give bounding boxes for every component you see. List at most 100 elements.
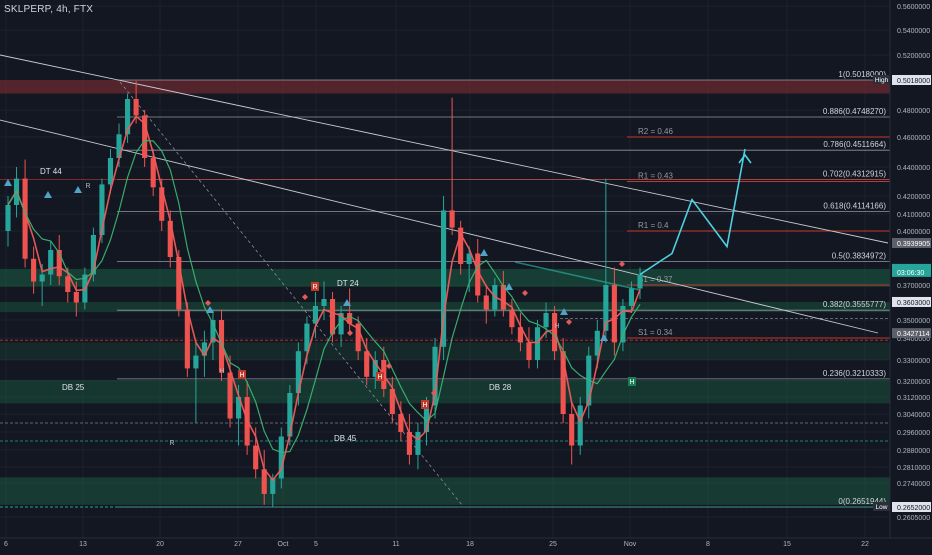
time-tick-label: 13	[79, 541, 87, 548]
price-tick-label: 0.4800000	[897, 108, 930, 115]
time-tick-label: Oct	[278, 541, 289, 548]
triangle-marker	[480, 249, 488, 256]
diamond-marker	[431, 390, 437, 396]
triangle-marker	[206, 306, 214, 313]
price-tag-bg	[892, 328, 931, 339]
candle-body	[534, 327, 541, 360]
signal-box	[628, 377, 636, 386]
candle-body	[312, 306, 319, 324]
fib-label: 0(0.2651944)	[838, 497, 886, 506]
candle-body	[458, 227, 464, 264]
candle-body	[253, 445, 259, 470]
price-tick-label: 0.4600000	[897, 135, 930, 142]
time-tick-label: 20	[156, 541, 164, 548]
candle-body	[48, 250, 54, 275]
time-axis[interactable]: 6 13 20 27 Oct 5 11 18 25 Nov 8 15 22	[0, 537, 932, 550]
price-tick-label: 0.4000000	[897, 229, 930, 236]
price-tick-label: 0.5400000	[897, 28, 930, 35]
candle-body	[355, 323, 361, 352]
candle-body	[466, 253, 472, 264]
pivot-label: R1 = 0.4	[638, 221, 669, 230]
time-tick-label: 6	[4, 541, 8, 548]
time-tick-label: 8	[706, 541, 710, 548]
projection-line	[639, 148, 746, 276]
price-tick-label: 0.4400000	[897, 165, 930, 172]
price-tick-label: 0.3300000	[897, 358, 930, 365]
time-tick-label: 18	[466, 541, 474, 548]
candle-body	[236, 397, 242, 419]
candle-body	[372, 360, 378, 377]
price-tag-label: 0.3603000	[897, 300, 930, 307]
price-tick-label: 0.4200000	[897, 194, 930, 201]
diamond-marker	[619, 261, 625, 267]
price-tag-bg	[892, 296, 931, 307]
candle-body	[543, 313, 549, 328]
annotation-label: DT 44	[40, 167, 62, 176]
fib-label: 0.236(0.3210333)	[823, 369, 887, 378]
annotation-label: DB 25	[62, 383, 85, 392]
candle-body	[176, 257, 182, 310]
candle-body	[142, 115, 148, 158]
diamond-marker	[386, 363, 392, 369]
price-tag-bg	[892, 238, 931, 248]
candle-body	[5, 205, 11, 231]
price-tick-label: 0.4100000	[897, 212, 930, 219]
price-tick-label: 0.2810000	[897, 465, 930, 472]
triangle-marker	[560, 308, 568, 315]
price-tick-label: 0.3120000	[897, 395, 930, 402]
candle-body	[517, 327, 523, 343]
price-tick-label: 0.3500000	[897, 318, 930, 325]
signal-box	[376, 372, 384, 381]
candle-body	[569, 414, 575, 446]
diamond-marker	[347, 330, 353, 336]
annotation-label: DB 28	[489, 383, 512, 392]
candle-body	[287, 393, 293, 437]
candle-body	[65, 276, 71, 292]
fib-label: 0.382(0.3555777)	[823, 300, 887, 309]
candle-body	[441, 210, 447, 347]
candle-body	[432, 346, 438, 406]
price-axis[interactable]: 0.5600000 0.5400000 0.5200000 0.4800000 0.46…	[873, 0, 932, 540]
candle-body	[483, 295, 489, 310]
signal-letter: H	[629, 379, 634, 386]
signal-box	[311, 282, 319, 291]
price-tick-label: 0.5600000	[897, 4, 930, 11]
candle-body	[415, 432, 421, 455]
candle-body	[99, 184, 105, 235]
candle-body	[56, 250, 62, 277]
signal-letter-plain: H	[554, 323, 559, 330]
triangle-marker	[505, 283, 513, 290]
candle-body	[107, 158, 114, 185]
candle-body	[364, 351, 370, 377]
pivot-label: R1 = 0.43	[638, 172, 673, 181]
price-tag-label: 0.3939905	[897, 241, 930, 248]
price-tick-label: 0.3200000	[897, 379, 930, 386]
candle-body	[201, 342, 207, 356]
price-tag-label: 0.2652000	[897, 505, 930, 512]
candle-body	[73, 292, 79, 303]
ma-fast	[7, 115, 641, 482]
annotation-label: DT 24	[337, 279, 359, 288]
price-tag-name: Low	[876, 504, 888, 511]
fib-label: 0.702(0.4312915)	[823, 170, 887, 179]
candle-body	[31, 258, 37, 282]
candle-body	[398, 414, 404, 432]
fib-label: 0.886(0.4748270)	[823, 107, 887, 116]
time-axis-bg	[0, 538, 932, 550]
triangle-marker	[4, 179, 12, 186]
price-tick-label: 0.2605000	[897, 515, 930, 522]
price-tick-label: 0.3400000	[897, 336, 930, 343]
signal-letter-plain: H	[219, 368, 224, 375]
candle-body	[406, 432, 412, 455]
candle-body	[321, 299, 327, 306]
annotation-label: DB 45	[334, 434, 357, 443]
candle-body	[594, 330, 600, 356]
price-tag-name-bg	[873, 75, 890, 84]
diamond-marker	[566, 319, 572, 325]
projection-arrow	[738, 153, 752, 164]
trendline-lower	[0, 119, 879, 334]
candle-body	[193, 355, 199, 369]
time-tick-label: 25	[549, 541, 557, 548]
